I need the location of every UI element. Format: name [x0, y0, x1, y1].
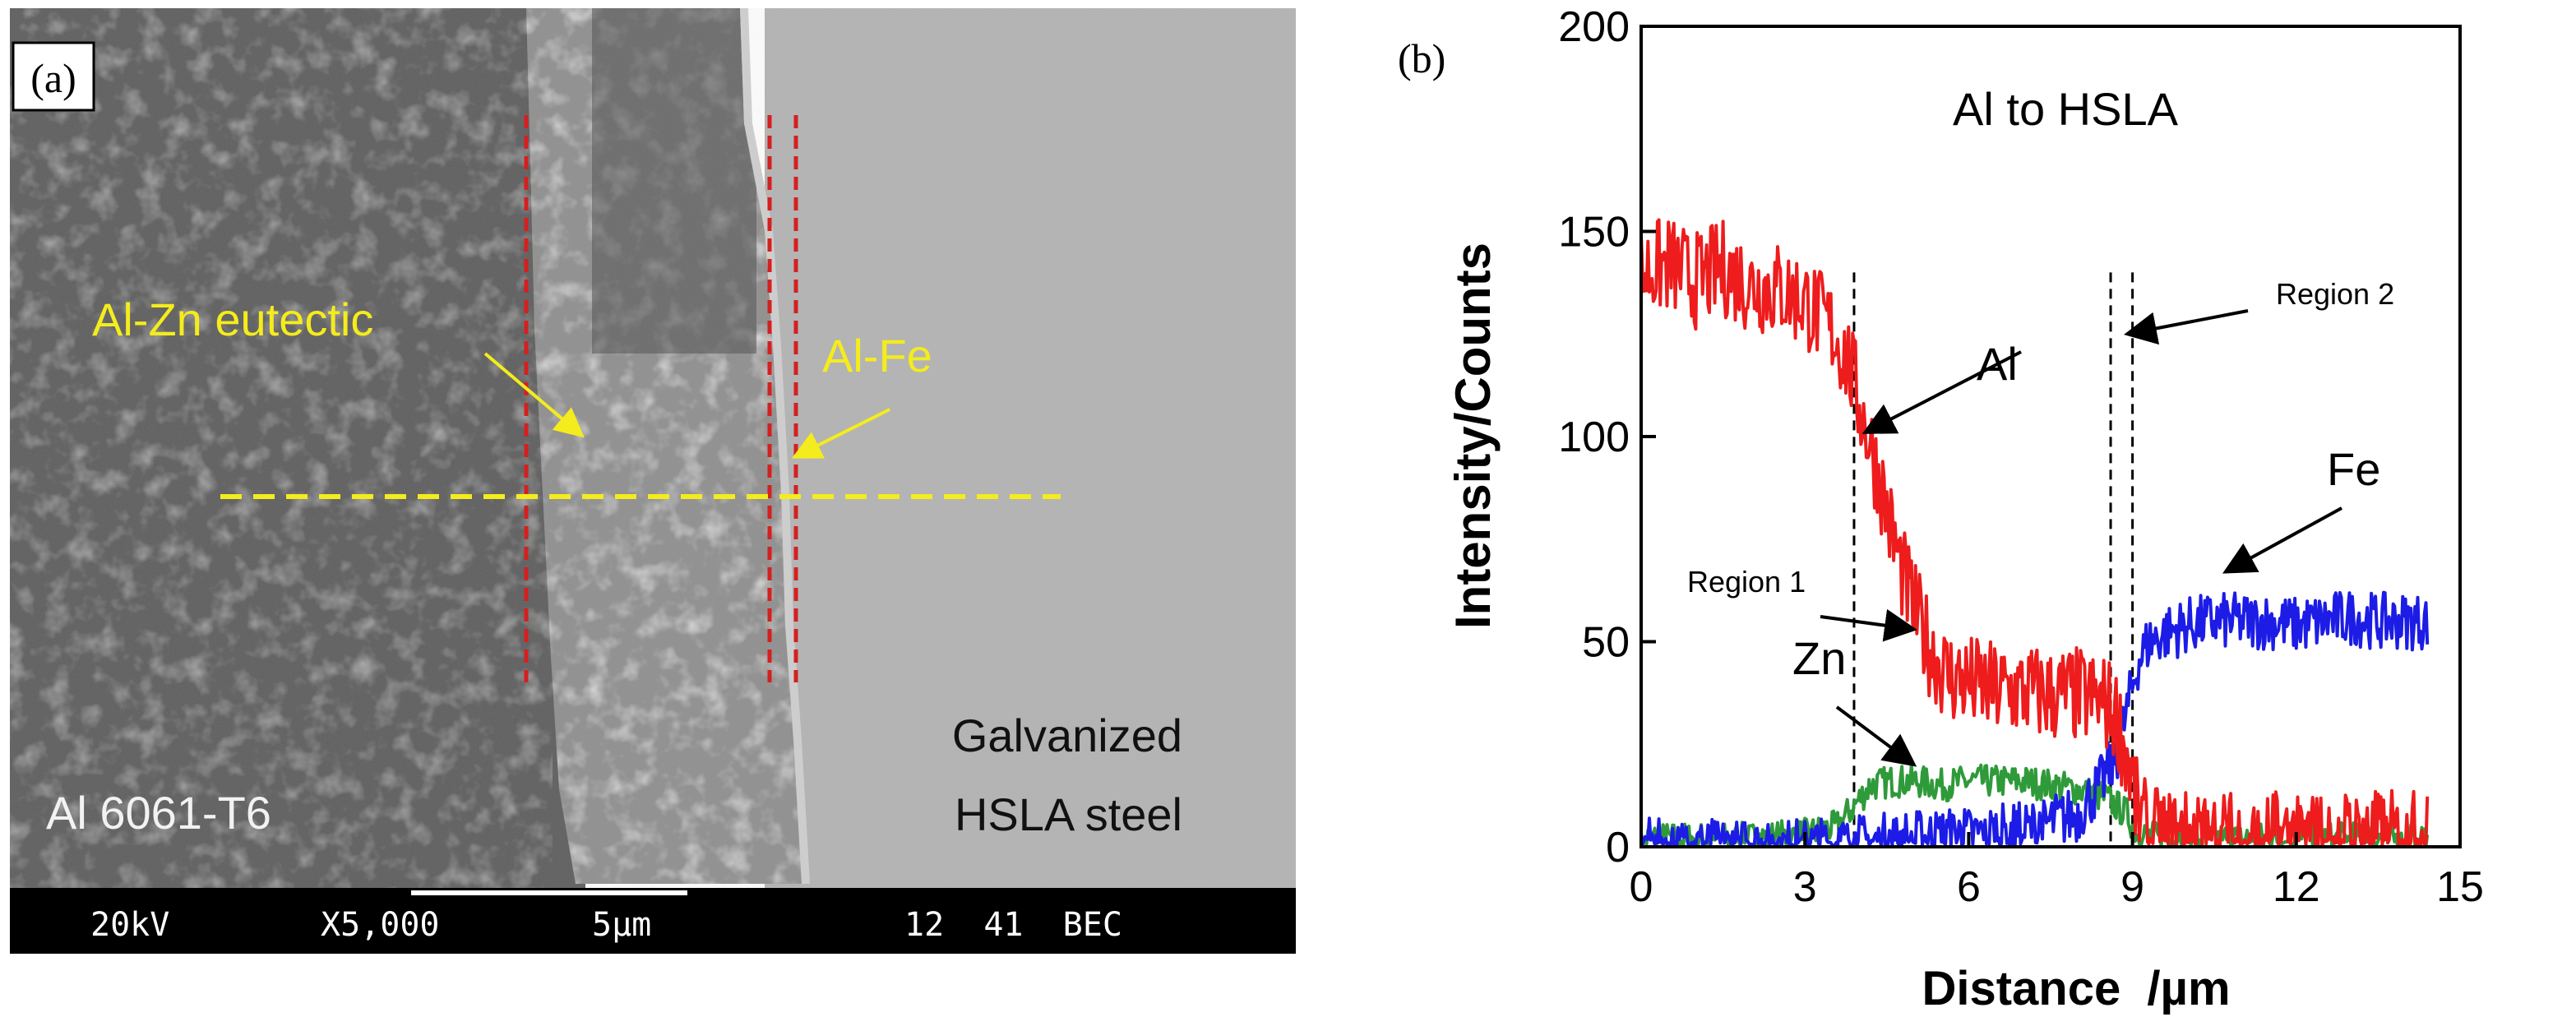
x-tick-label-3: 3 [1793, 863, 1817, 911]
al-alloy-label: Al 6061-T6 [46, 787, 271, 839]
panel-a-label-box [12, 41, 95, 112]
series-line-al [1639, 218, 2430, 848]
y-tick-label-50: 50 [1582, 619, 1630, 667]
annotation-arrow-region-1 [1820, 608, 1917, 642]
databar-voltage: 20kV [90, 906, 169, 944]
x-tick-label-9: 9 [2120, 863, 2144, 911]
al-fe-label: Al-Fe [822, 330, 932, 381]
y-tick-label-200: 200 [1558, 3, 1630, 51]
x-tick-label-15: 15 [2436, 863, 2484, 911]
series-layer [1639, 218, 2430, 848]
eutectic-arrow [483, 352, 585, 438]
x-tick-label-12: 12 [2273, 863, 2320, 911]
annotation-arrow-zn [1835, 705, 1917, 767]
line-scan-chart: (b) Al to HSLA Distance /µm Intensity/Co… [1398, 3, 2484, 1015]
chart-annotations: Al Fe Zn Region 1 Region 2 [1687, 277, 2394, 767]
sem-databar [10, 888, 1296, 954]
x-tick-label-6: 6 [1957, 863, 1981, 911]
steel-label-line2: HSLA steel [955, 788, 1182, 840]
steel-label-line1: Galvanized [952, 710, 1182, 761]
annotation-arrow-al [1861, 350, 2022, 434]
y-tick-label-100: 100 [1558, 414, 1630, 461]
series-line-fe [1639, 590, 2430, 848]
databar-info: 12 41 BEC [904, 906, 1122, 944]
chart-title: Al to HSLA [1953, 83, 2179, 135]
annotation-arrow-fe [2222, 506, 2342, 574]
y-tick-label-150: 150 [1558, 209, 1630, 257]
y-tick-label-0: 0 [1606, 824, 1630, 871]
annotation-label-zn: Zn [1792, 632, 1846, 684]
sem-micrograph-panel: Al-Zn eutectic Al-Fe Al 6061-T6 Galvaniz… [10, 8, 1296, 954]
annotation-label-al: Al [1977, 338, 2018, 390]
annotation-label-fe: Fe [2327, 443, 2380, 495]
databar-magnification: X5,000 [321, 906, 440, 944]
sem-image [10, 8, 1296, 954]
annotation-arrow-region-2 [2124, 309, 2249, 345]
databar-scale: 5µm [592, 906, 651, 944]
x-axis-label: Distance /µm [1922, 962, 2230, 1015]
panel-a-label: (a) [30, 55, 76, 101]
al-zn-eutectic-label: Al-Zn eutectic [92, 294, 373, 345]
image-noise [10, 8, 1296, 888]
annotation-label-region-1: Region 1 [1687, 565, 1806, 599]
x-tick-label-0: 0 [1630, 863, 1653, 911]
al-fe-arrow [791, 408, 890, 459]
panel-b-label: (b) [1398, 35, 1445, 81]
annotation-label-region-2: Region 2 [2276, 277, 2394, 311]
y-axis-label: Intensity/Counts [1445, 243, 1501, 629]
